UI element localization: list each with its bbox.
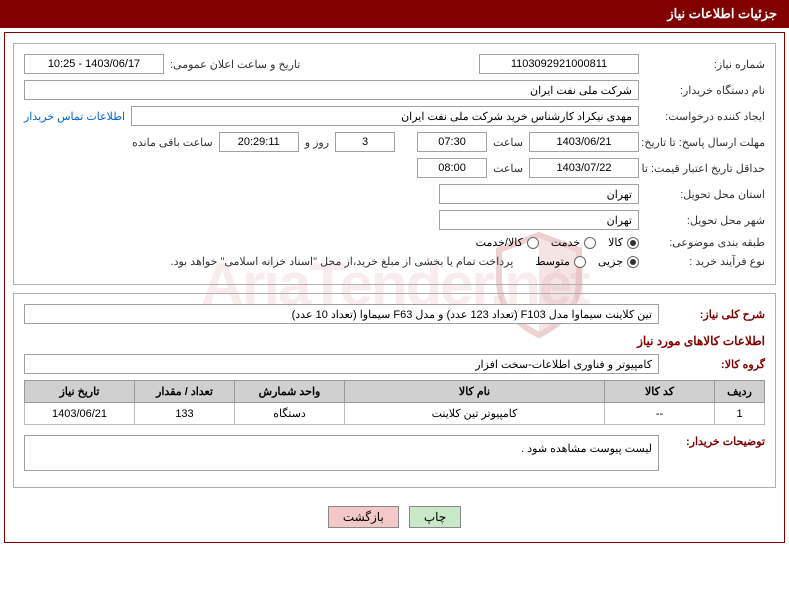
table-cell-unit: دستگاه — [235, 403, 345, 425]
radio-goods[interactable]: کالا — [608, 236, 639, 249]
deadline-time-field: 07:30 — [417, 132, 487, 152]
row-city: شهر محل تحویل: تهران — [24, 210, 765, 230]
print-button[interactable]: چاپ — [409, 506, 461, 528]
row-deadline: مهلت ارسال پاسخ: تا تاریخ: 1403/06/21 سا… — [24, 132, 765, 152]
radio-service-label: خدمت — [551, 236, 580, 249]
radio-goods-circle — [627, 237, 639, 249]
notes-label: توضیحات خریدار: — [665, 435, 765, 448]
need-no-label: شماره نیاز: — [645, 58, 765, 71]
buttons-row: چاپ بازگشت — [13, 496, 776, 532]
buyer-org-field: شرکت ملی نفت ایران — [24, 80, 639, 100]
announce-label: تاریخ و ساعت اعلان عمومی: — [170, 58, 300, 71]
row-province: استان محل تحویل: تهران — [24, 184, 765, 204]
deadline-label: مهلت ارسال پاسخ: تا تاریخ: — [645, 136, 765, 149]
payment-note: پرداخت تمام یا بخشی از مبلغ خرید،از محل … — [171, 255, 514, 268]
table-cell-name: کامپیوتر تین کلاینت — [345, 403, 605, 425]
need-no-field: 1103092921000811 — [479, 54, 639, 74]
radio-partial-circle — [627, 256, 639, 268]
process-radio-group: جزیی متوسط — [535, 255, 639, 268]
row-notes: توضیحات خریدار: لیست پیوست مشاهده شود . — [24, 435, 765, 471]
th-name: نام کالا — [345, 381, 605, 403]
notes-box: لیست پیوست مشاهده شود . — [24, 435, 659, 471]
requester-field: مهدی نیکراد کارشناس خرید شرکت ملی نفت ای… — [131, 106, 639, 126]
goods-info-title: اطلاعات کالاهای مورد نیاز — [24, 334, 765, 348]
row-buyer-org: نام دستگاه خریدار: شرکت ملی نفت ایران — [24, 80, 765, 100]
category-label: طبقه بندی موضوعی: — [645, 236, 765, 249]
group-label: گروه کالا: — [665, 358, 765, 371]
announce-field: 1403/06/17 - 10:25 — [24, 54, 164, 74]
table-cell-date: 1403/06/21 — [25, 403, 135, 425]
row-validity: حداقل تاریخ اعتبار قیمت: تا تاریخ: 1403/… — [24, 158, 765, 178]
requester-label: ایجاد کننده درخواست: — [645, 110, 765, 123]
radio-partial[interactable]: جزیی — [598, 255, 639, 268]
table-header-row: ردیف کد کالا نام کالا واحد شمارش تعداد /… — [25, 381, 765, 403]
radio-both-circle — [527, 237, 539, 249]
th-qty: تعداد / مقدار — [135, 381, 235, 403]
validity-label: حداقل تاریخ اعتبار قیمت: تا تاریخ: — [645, 162, 765, 175]
back-button[interactable]: بازگشت — [328, 506, 399, 528]
row-need-no: شماره نیاز: 1103092921000811 تاریخ و ساع… — [24, 54, 765, 74]
desc-title-label: شرح کلی نیاز: — [665, 308, 765, 321]
description-section: شرح کلی نیاز: تین کلاینت سیماوا مدل F103… — [13, 293, 776, 488]
city-label: شهر محل تحویل: — [645, 214, 765, 227]
radio-both-label: کالا/خدمت — [476, 236, 523, 249]
desc-title-field: تین کلاینت سیماوا مدل F103 (تعداد 123 عد… — [24, 304, 659, 324]
province-field: تهران — [439, 184, 639, 204]
radio-medium-label: متوسط — [535, 255, 570, 268]
th-row: ردیف — [715, 381, 765, 403]
th-code: کد کالا — [605, 381, 715, 403]
table-row: 1--کامپیوتر تین کلاینتدستگاه1331403/06/2… — [25, 403, 765, 425]
contact-link[interactable]: اطلاعات تماس خریدار — [24, 110, 125, 123]
table-cell-code: -- — [605, 403, 715, 425]
countdown-field: 20:29:11 — [219, 132, 299, 152]
group-field: کامپیوتر و فناوری اطلاعات-سخت افزار — [24, 354, 659, 374]
page-title: جزئیات اطلاعات نیاز — [667, 6, 777, 21]
days-count-field: 3 — [335, 132, 395, 152]
category-radio-group: کالا خدمت کالا/خدمت — [476, 236, 639, 249]
page-header: جزئیات اطلاعات نیاز — [0, 0, 789, 28]
buyer-org-label: نام دستگاه خریدار: — [645, 84, 765, 97]
deadline-time-label: ساعت — [493, 136, 523, 149]
th-date: تاریخ نیاز — [25, 381, 135, 403]
form-section: شماره نیاز: 1103092921000811 تاریخ و ساع… — [13, 43, 776, 285]
table-cell-row: 1 — [715, 403, 765, 425]
row-group: گروه کالا: کامپیوتر و فناوری اطلاعات-سخت… — [24, 354, 765, 374]
table-cell-qty: 133 — [135, 403, 235, 425]
radio-service-circle — [584, 237, 596, 249]
validity-time-field: 08:00 — [417, 158, 487, 178]
days-and-label: روز و — [305, 136, 329, 149]
city-field: تهران — [439, 210, 639, 230]
radio-both[interactable]: کالا/خدمت — [476, 236, 539, 249]
validity-date-field: 1403/07/22 — [529, 158, 639, 178]
radio-medium[interactable]: متوسط — [535, 255, 586, 268]
row-category: طبقه بندی موضوعی: کالا خدمت کالا/خدمت — [24, 236, 765, 249]
remaining-label: ساعت باقی مانده — [132, 136, 213, 149]
province-label: استان محل تحویل: — [645, 188, 765, 201]
radio-medium-circle — [574, 256, 586, 268]
th-unit: واحد شمارش — [235, 381, 345, 403]
row-requester: ایجاد کننده درخواست: مهدی نیکراد کارشناس… — [24, 106, 765, 126]
main-container: شماره نیاز: 1103092921000811 تاریخ و ساع… — [4, 32, 785, 543]
radio-partial-label: جزیی — [598, 255, 623, 268]
row-desc-title: شرح کلی نیاز: تین کلاینت سیماوا مدل F103… — [24, 304, 765, 324]
row-process: نوع فرآیند خرید : جزیی متوسط پرداخت تمام… — [24, 255, 765, 268]
radio-goods-label: کالا — [608, 236, 623, 249]
radio-service[interactable]: خدمت — [551, 236, 596, 249]
process-label: نوع فرآیند خرید : — [645, 255, 765, 268]
validity-time-label: ساعت — [493, 162, 523, 175]
goods-table: ردیف کد کالا نام کالا واحد شمارش تعداد /… — [24, 380, 765, 425]
deadline-date-field: 1403/06/21 — [529, 132, 639, 152]
